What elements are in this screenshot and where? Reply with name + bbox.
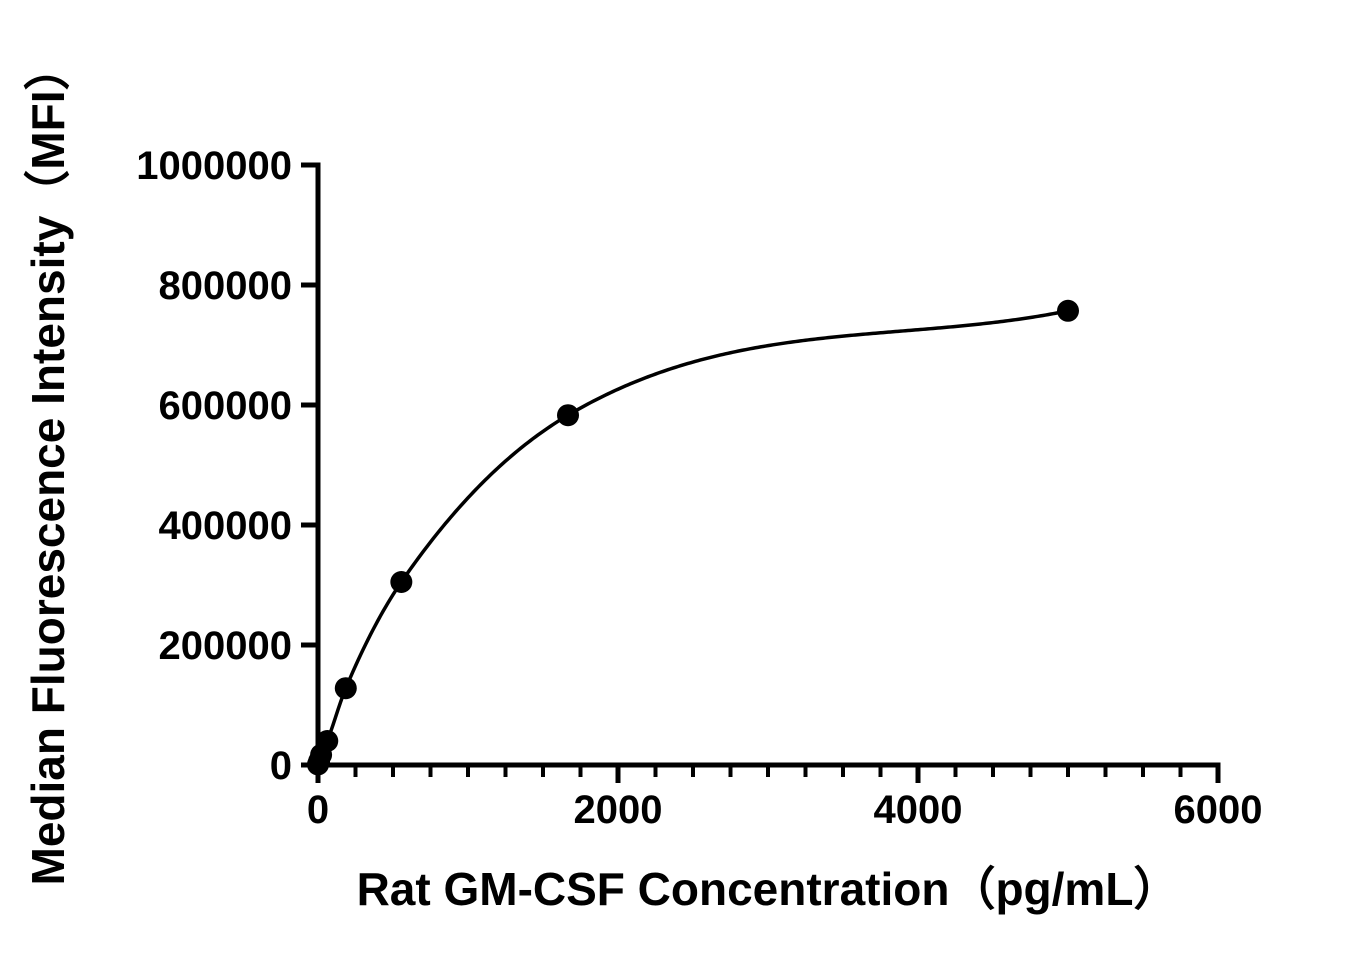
fit-curve (316, 309, 1069, 766)
x-tick-label: 6000 (1174, 788, 1263, 832)
y-tick-label: 0 (270, 744, 292, 788)
data-point (334, 677, 357, 700)
y-tick-label: 600000 (159, 384, 292, 428)
y-tick-label: 400000 (159, 504, 292, 548)
y-tick-label: 1000000 (136, 144, 292, 188)
data-point (316, 730, 339, 752)
data-point (557, 404, 580, 427)
y-axis-title: Median Fluorescence Intensity（MFI） (22, 45, 74, 886)
y-tick-label: 200000 (159, 624, 292, 668)
x-tick-label: 0 (307, 788, 329, 832)
y-tick-label: 800000 (159, 264, 292, 308)
x-tick-label: 4000 (874, 788, 963, 832)
x-tick-label: 2000 (574, 788, 663, 832)
data-point (390, 571, 413, 593)
x-axis-title: Rat GM-CSF Concentration（pg/mL） (357, 863, 1180, 915)
data-point (1057, 299, 1079, 322)
